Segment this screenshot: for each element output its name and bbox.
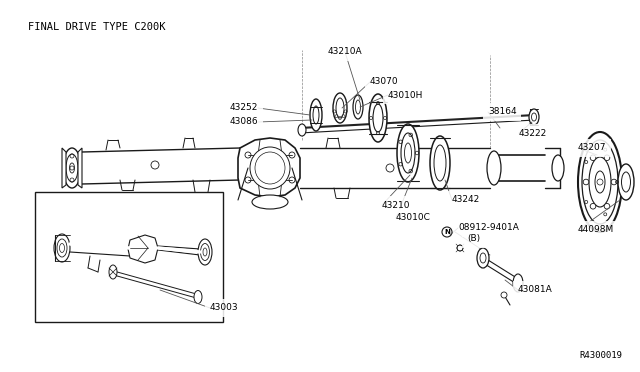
Circle shape <box>442 227 452 237</box>
Circle shape <box>604 203 610 209</box>
Text: 43222: 43222 <box>519 128 547 138</box>
Text: (B): (B) <box>467 234 480 244</box>
Text: 38164: 38164 <box>488 108 516 116</box>
Ellipse shape <box>618 164 634 200</box>
Circle shape <box>604 155 610 161</box>
Text: 43010C: 43010C <box>396 214 431 222</box>
Ellipse shape <box>252 195 288 209</box>
Text: 08912-9401A: 08912-9401A <box>458 224 519 232</box>
Circle shape <box>583 179 589 185</box>
Text: 43210: 43210 <box>382 201 410 209</box>
Polygon shape <box>238 138 300 197</box>
Ellipse shape <box>477 248 489 268</box>
Ellipse shape <box>552 155 564 181</box>
Text: FINAL DRIVE TYPE C200K: FINAL DRIVE TYPE C200K <box>28 22 166 32</box>
Text: 44098M: 44098M <box>578 225 614 234</box>
Text: 43207: 43207 <box>578 144 607 153</box>
Text: 43010H: 43010H <box>388 90 424 99</box>
Ellipse shape <box>430 136 450 190</box>
Ellipse shape <box>109 265 117 279</box>
Ellipse shape <box>310 99 322 131</box>
Ellipse shape <box>513 274 523 292</box>
Bar <box>35 192 223 322</box>
Ellipse shape <box>333 93 347 123</box>
Ellipse shape <box>369 94 387 142</box>
Ellipse shape <box>457 245 463 251</box>
Text: R4300019: R4300019 <box>579 351 622 360</box>
Text: 43081A: 43081A <box>518 285 553 295</box>
Text: 43242: 43242 <box>452 196 480 205</box>
Ellipse shape <box>54 234 70 262</box>
Ellipse shape <box>397 124 419 182</box>
Ellipse shape <box>578 132 622 232</box>
Ellipse shape <box>298 124 306 136</box>
Ellipse shape <box>250 147 290 189</box>
Ellipse shape <box>198 239 212 265</box>
Ellipse shape <box>487 151 501 185</box>
Ellipse shape <box>63 148 81 188</box>
Polygon shape <box>78 148 82 188</box>
Text: 43086: 43086 <box>229 118 258 126</box>
Text: 43070: 43070 <box>370 77 399 87</box>
Ellipse shape <box>529 109 539 125</box>
Circle shape <box>590 203 596 209</box>
Circle shape <box>611 179 617 185</box>
Ellipse shape <box>353 95 363 119</box>
Text: 43210A: 43210A <box>328 48 362 57</box>
Circle shape <box>501 292 507 298</box>
Polygon shape <box>62 148 66 188</box>
Ellipse shape <box>194 291 202 304</box>
Polygon shape <box>128 235 158 263</box>
Circle shape <box>590 155 596 161</box>
Text: N: N <box>444 229 450 235</box>
Text: 43252: 43252 <box>230 103 258 112</box>
Text: 43003: 43003 <box>210 304 239 312</box>
